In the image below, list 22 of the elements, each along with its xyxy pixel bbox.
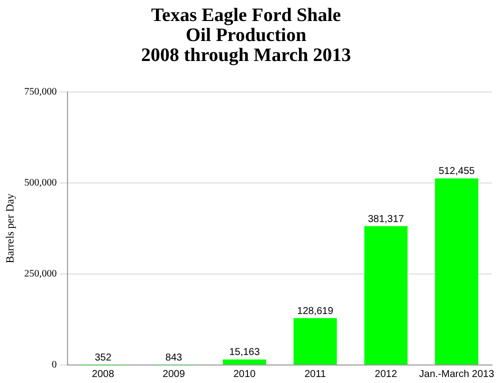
x-tick-label: 2008 (92, 368, 115, 380)
x-tick-label: 2010 (233, 368, 256, 380)
data-label: 381,317 (368, 214, 404, 225)
data-label: 352 (94, 352, 112, 364)
y-axis-title: Barrels per Day (4, 193, 16, 264)
bar (222, 359, 266, 364)
x-tick-label: 2011 (304, 368, 326, 380)
data-label: 15,163 (229, 347, 260, 358)
y-tick-label: 0 (52, 360, 57, 371)
x-tick-label: 2009 (162, 368, 186, 380)
y-tick-label: 750,000 (24, 86, 57, 98)
x-tick-label: Jan.-March 2013 (419, 368, 495, 380)
chart-title: Texas Eagle Ford Shale Oil Production 2008 through March 2013 (141, 4, 351, 66)
bar (364, 226, 408, 364)
y-tick-label: 250,000 (24, 268, 57, 280)
data-label: 843 (165, 352, 183, 364)
data-label: 512,455 (438, 166, 476, 178)
y-tick-label: 500,000 (24, 178, 57, 189)
data-label: 128,619 (297, 306, 334, 317)
bar (294, 318, 337, 364)
bar (435, 178, 478, 364)
x-tick-label: 2012 (374, 368, 398, 380)
